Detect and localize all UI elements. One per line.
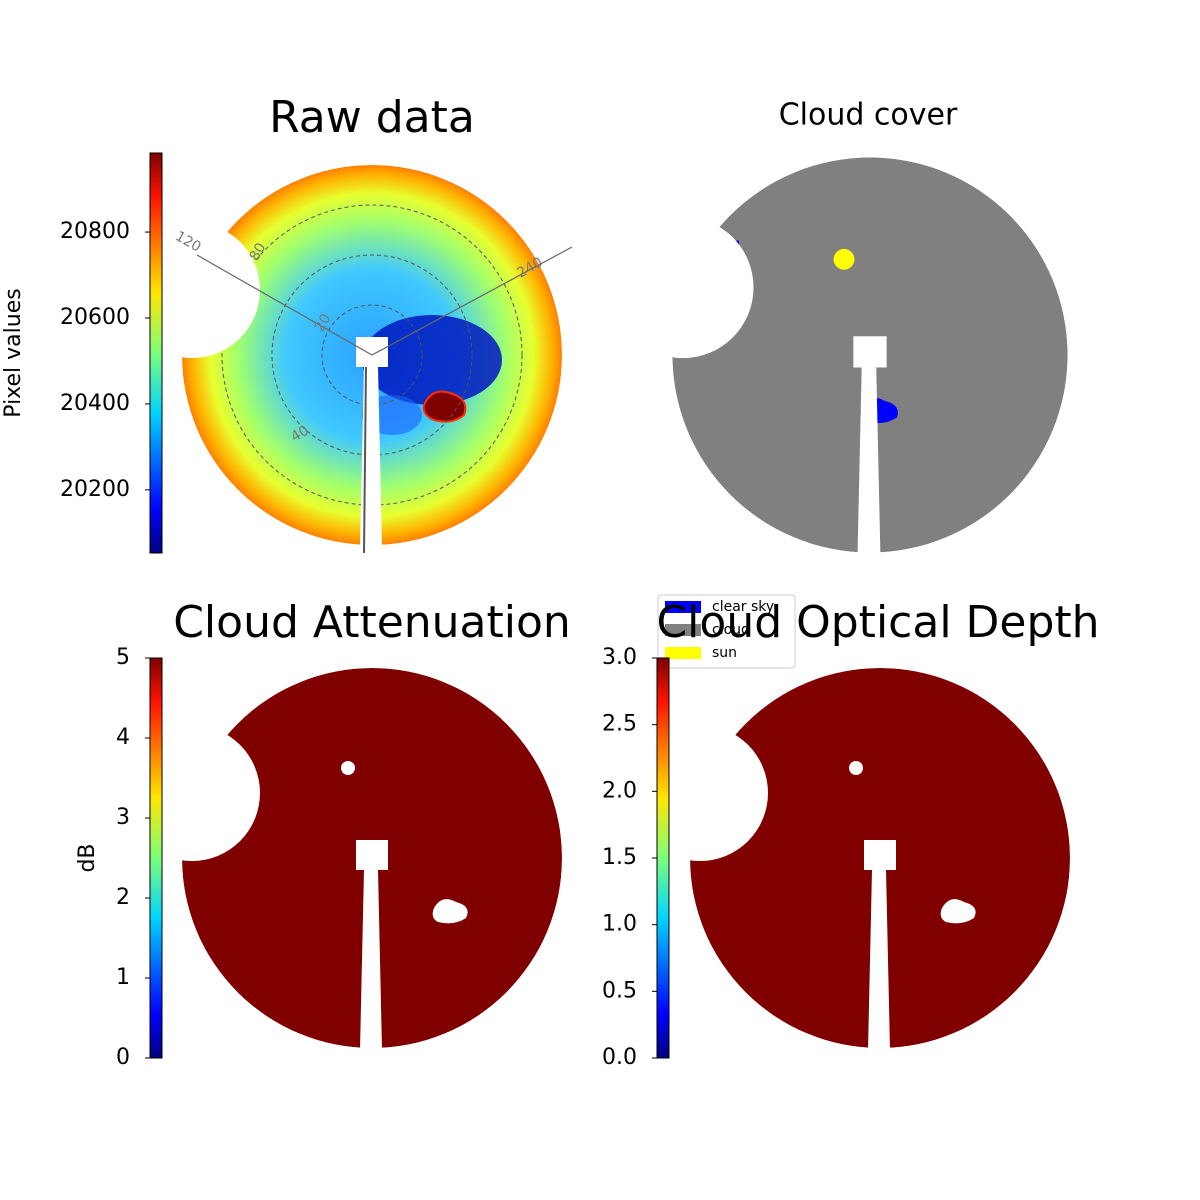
colorbar-tick-label: 20800 bbox=[60, 219, 130, 244]
colorbar-tick-label: 20200 bbox=[60, 477, 130, 502]
colorbar-tick-label: 5 bbox=[116, 645, 130, 670]
colorbar-tick-label: 20600 bbox=[60, 305, 130, 330]
polar-label: 80 bbox=[247, 240, 270, 263]
optical-depth-image bbox=[690, 668, 1070, 1048]
polar-label: 120 bbox=[172, 228, 203, 255]
colorbar-tick-label: 2.0 bbox=[602, 778, 637, 803]
legend-swatch bbox=[665, 647, 701, 659]
attenuation-image bbox=[182, 668, 562, 1048]
colorbar-tick-label: 0.5 bbox=[602, 978, 637, 1003]
colorbar-tick-label: 0 bbox=[116, 1045, 130, 1070]
legend-label: cloud bbox=[712, 622, 750, 638]
colorbar-tick-label: 1.0 bbox=[602, 912, 637, 937]
colorbar-tick-label: 2.5 bbox=[602, 712, 637, 737]
colorbar-tick-label: 3 bbox=[116, 805, 130, 830]
panel-title: Cloud Attenuation bbox=[173, 597, 571, 648]
cloud-mask-image bbox=[672, 157, 1068, 553]
panel-title: Cloud Optical Depth bbox=[656, 597, 1099, 648]
panel-title: Cloud cover bbox=[779, 98, 958, 133]
legend-swatch bbox=[665, 624, 701, 636]
colorbar-tick-label: 2 bbox=[116, 885, 130, 910]
colorbar-tick-label: 1.5 bbox=[602, 845, 637, 870]
legend-label: clear sky bbox=[712, 599, 774, 615]
colorbar-tick-label: 3.0 bbox=[602, 645, 637, 670]
colorbar-tick-label: 20400 bbox=[60, 391, 130, 416]
colorbar bbox=[149, 657, 163, 1059]
colorbar bbox=[149, 152, 163, 554]
colorbar-tick-label: 1 bbox=[116, 965, 130, 990]
legend-label: sun bbox=[712, 645, 737, 661]
polar-label: 40 bbox=[288, 423, 311, 446]
colorbar-label: dB bbox=[75, 843, 100, 872]
colorbar-label: Pixel values bbox=[1, 288, 26, 417]
legend-swatch bbox=[665, 601, 701, 613]
polar-label: 20 bbox=[312, 311, 335, 334]
colorbar-tick-label: 4 bbox=[116, 725, 130, 750]
raw-image bbox=[182, 165, 573, 554]
panel-title: Raw data bbox=[269, 92, 475, 143]
colorbar bbox=[656, 657, 670, 1059]
colorbar-tick-label: 0.0 bbox=[602, 1045, 637, 1070]
